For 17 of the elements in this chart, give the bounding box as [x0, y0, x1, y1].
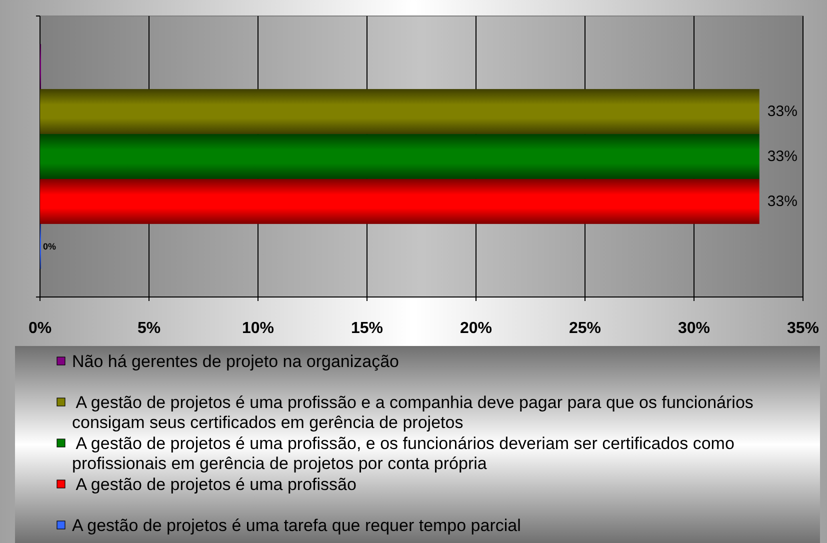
x-tick-label: 5%: [137, 320, 161, 337]
x-tick-label: 30%: [678, 320, 710, 337]
x-tick-label: 20%: [460, 320, 492, 337]
data-label: 0%: [43, 241, 56, 252]
data-label: 33%: [767, 148, 798, 165]
data-label: 33%: [767, 192, 798, 210]
legend-label: A gestão de projetos é uma tarefa que requer tempo parcial: [72, 516, 521, 535]
x-tick-label: 35%: [786, 320, 820, 337]
x-tick-label: 10%: [242, 320, 274, 337]
legend-label: Não há gerentes de projeto na organização: [72, 352, 400, 371]
x-tick-label: 0%: [28, 320, 52, 337]
legend-label: A gestão de projetos é uma profissão, e os funcionários deveriam ser certificados como profissionais em gerência de projetos por conta própria: [72, 434, 734, 473]
x-tick-label: 25%: [568, 320, 602, 337]
legend-label: A gestão de projetos é uma profissão e a companhia deve pagar para que os funcionários consigam seus certificados em gerência de projetos: [72, 393, 754, 432]
data-label: 33%: [767, 103, 798, 120]
legend-label: A gestão de projetos é uma profissão: [72, 475, 356, 494]
x-tick-label: 15%: [350, 320, 384, 337]
